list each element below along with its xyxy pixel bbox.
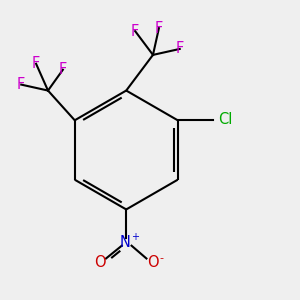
Text: F: F [131,24,139,39]
Text: F: F [59,62,67,77]
Text: N: N [119,235,130,250]
Text: Cl: Cl [218,112,232,127]
Text: O: O [94,255,105,270]
Text: F: F [32,56,40,71]
Text: +: + [130,232,139,242]
Text: F: F [17,77,26,92]
Text: -: - [160,254,164,263]
Text: F: F [155,21,163,36]
Text: O: O [147,255,159,270]
Text: F: F [176,41,184,56]
